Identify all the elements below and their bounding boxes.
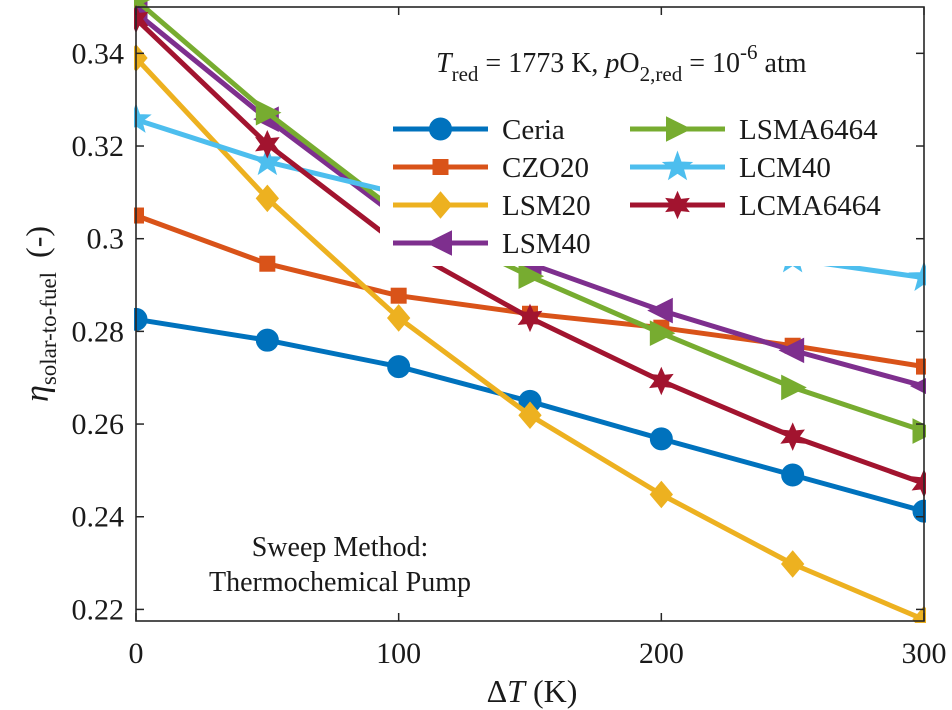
x-axis: 0 100 200 300 (129, 7, 947, 670)
legend-entry-czo20: CZO20 (393, 152, 589, 184)
series-lsm20 (134, 44, 926, 623)
y-tick-label: 0.32 (72, 130, 125, 163)
legend-marker-lcm40 (661, 150, 694, 181)
data-point-lsm40-200 (647, 297, 673, 324)
data-point-lsma6464-200 (649, 320, 676, 347)
x-tick-label: 0 (129, 637, 144, 670)
data-point-lsm20-300 (912, 605, 926, 623)
legend-entry-lcma6464: LCMA6464 (630, 190, 881, 222)
legend-entry-lcm40: LCM40 (630, 150, 831, 184)
y-tick-label: 0.3 (87, 223, 125, 256)
data-point-lsma6464-150 (518, 263, 545, 290)
data-point-ceria-250 (781, 463, 805, 487)
legend-marker-lsm40 (426, 230, 452, 256)
data-point-lsm20-200 (649, 480, 673, 509)
method-annotation-line1: Sweep Method: (252, 532, 429, 563)
legend: Ceria CZO20 LSM20 LSM40 LSMA6464 LCM40 LCMA646… (380, 104, 920, 266)
legend-label-lsma6464: LSMA6464 (739, 114, 878, 146)
legend-label-ceria: Ceria (502, 114, 565, 146)
data-point-lcma6464-250 (780, 422, 805, 451)
legend-label-czo20: CZO20 (502, 152, 589, 184)
y-axis: 0.22 0.24 0.26 0.28 0.3 0.32 0.34 (72, 37, 924, 626)
y-tick-label: 0.34 (72, 37, 125, 70)
legend-marker-lcma6464 (665, 190, 690, 220)
data-point-lsma6464-50 (255, 99, 282, 126)
x-axis-label: ΔT (K) (487, 673, 578, 709)
data-point-czo20-50 (259, 255, 276, 272)
data-point-ceria-200 (649, 427, 673, 451)
x-tick-label: 200 (639, 637, 684, 670)
legend-marker-lsm20 (428, 191, 453, 219)
legend-entry-lsm20: LSM20 (393, 190, 591, 222)
legend-label-lcm40: LCM40 (739, 152, 831, 184)
legend-label-lcma6464: LCMA6464 (739, 190, 881, 222)
data-point-lsm40-300 (909, 377, 926, 395)
data-point-lsma6464-250 (781, 374, 807, 401)
legend-entry-ceria: Ceria (393, 114, 565, 146)
legend-marker-ceria (429, 117, 452, 141)
data-point-lsm20-150 (518, 401, 542, 430)
legend-marker-lsma6464 (666, 116, 692, 142)
svg-text:ηsolar-to-fuel(-): ηsolar-to-fuel(-) (19, 226, 61, 402)
data-point-lcma6464-50 (255, 129, 280, 159)
data-point-lsm40-250 (778, 337, 805, 364)
data-point-lsma6464-300 (912, 418, 926, 444)
method-annotation-line2: Thermochemical Pump (209, 567, 471, 598)
data-point-lcma6464-200 (649, 366, 674, 396)
data-point-czo20-100 (390, 287, 407, 304)
data-point-lcm40-50 (251, 145, 283, 176)
data-point-lsm20-100 (387, 304, 411, 332)
axes-frame (135, 6, 925, 622)
condition-annotation: Tred = 1773 K, pO2,red = 10-6 atm (436, 40, 807, 86)
legend-marker-czo20 (432, 159, 449, 175)
y-tick-label: 0.22 (72, 593, 125, 626)
x-tick-label: 100 (376, 637, 421, 670)
data-point-lsm20-50 (255, 184, 279, 213)
data-point-lsma6464-0 (134, 0, 151, 9)
y-tick-label: 0.26 (72, 408, 125, 441)
y-tick-label: 0.28 (72, 315, 125, 348)
legend-entry-lsm40: LSM40 (393, 228, 591, 260)
data-point-ceria-50 (255, 328, 279, 352)
x-tick-label: 300 (902, 637, 947, 670)
y-axis-label: ηsolar-to-fuel(-) (19, 226, 61, 402)
data-point-lcma6464-150 (517, 303, 543, 333)
y-tick-label: 0.24 (72, 501, 125, 534)
series-lsma6464 (134, 0, 926, 444)
data-point-ceria-100 (387, 355, 411, 379)
legend-label-lsm40: LSM40 (502, 228, 591, 260)
data-point-lsm20-250 (781, 550, 805, 578)
legend-entry-lsma6464: LSMA6464 (630, 114, 878, 146)
legend-label-lsm20: LSM20 (502, 190, 591, 222)
